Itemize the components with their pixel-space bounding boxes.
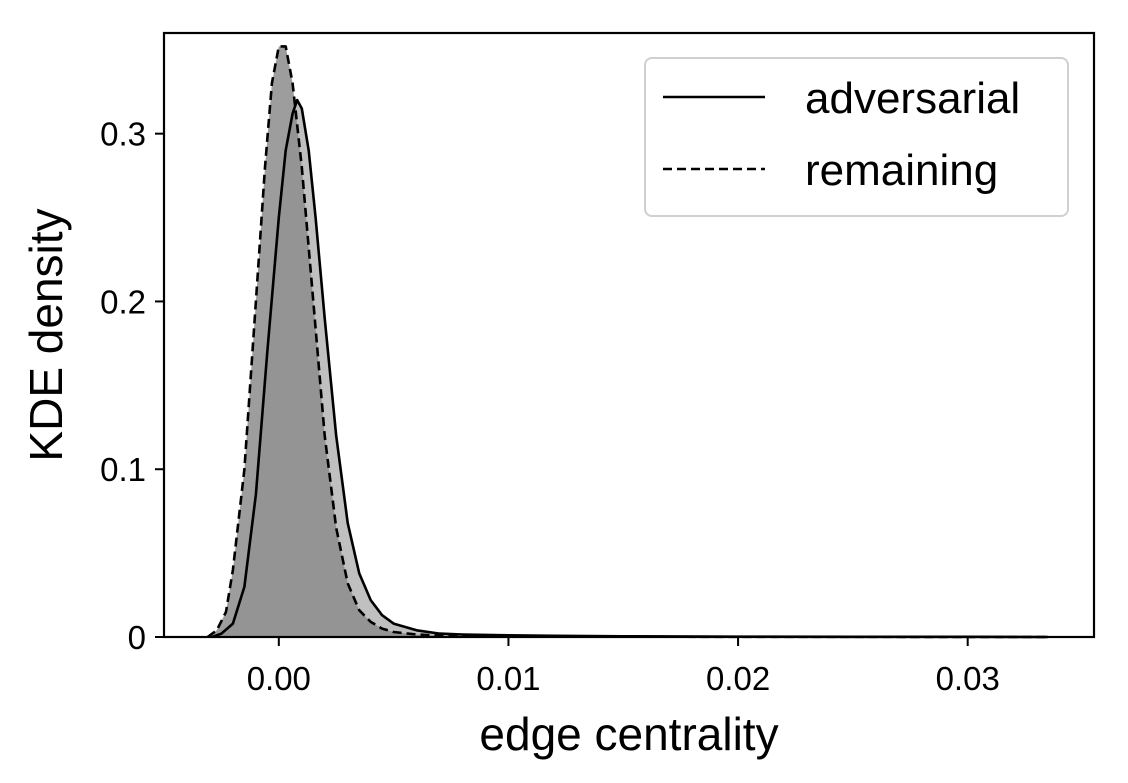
y-tick-label: 0.3 — [100, 116, 146, 153]
x-tick-label: 0.01 — [476, 660, 540, 697]
y-tick-label: 0.1 — [100, 451, 146, 488]
tick-layer: 0.00 0.01 0.02 0.03 0 0.1 0.2 0.3 — [100, 116, 1000, 697]
plot-frame — [162, 31, 1096, 639]
y-axis-title: KDE density — [20, 208, 72, 461]
legend-label-remaining: remaining — [805, 146, 998, 195]
legend-label-adversarial: adversarial — [805, 74, 1020, 123]
x-tick-label: 0.03 — [936, 660, 1000, 697]
y-tick-label: 0 — [128, 619, 146, 656]
x-tick-label: 0.02 — [706, 660, 770, 697]
legend: adversarial remaining — [644, 57, 1069, 217]
area-remaining — [207, 46, 1049, 637]
x-tick-label: 0.00 — [247, 660, 311, 697]
y-tick-label: 0.2 — [100, 283, 146, 320]
x-axis-title: edge centrality — [479, 708, 778, 760]
